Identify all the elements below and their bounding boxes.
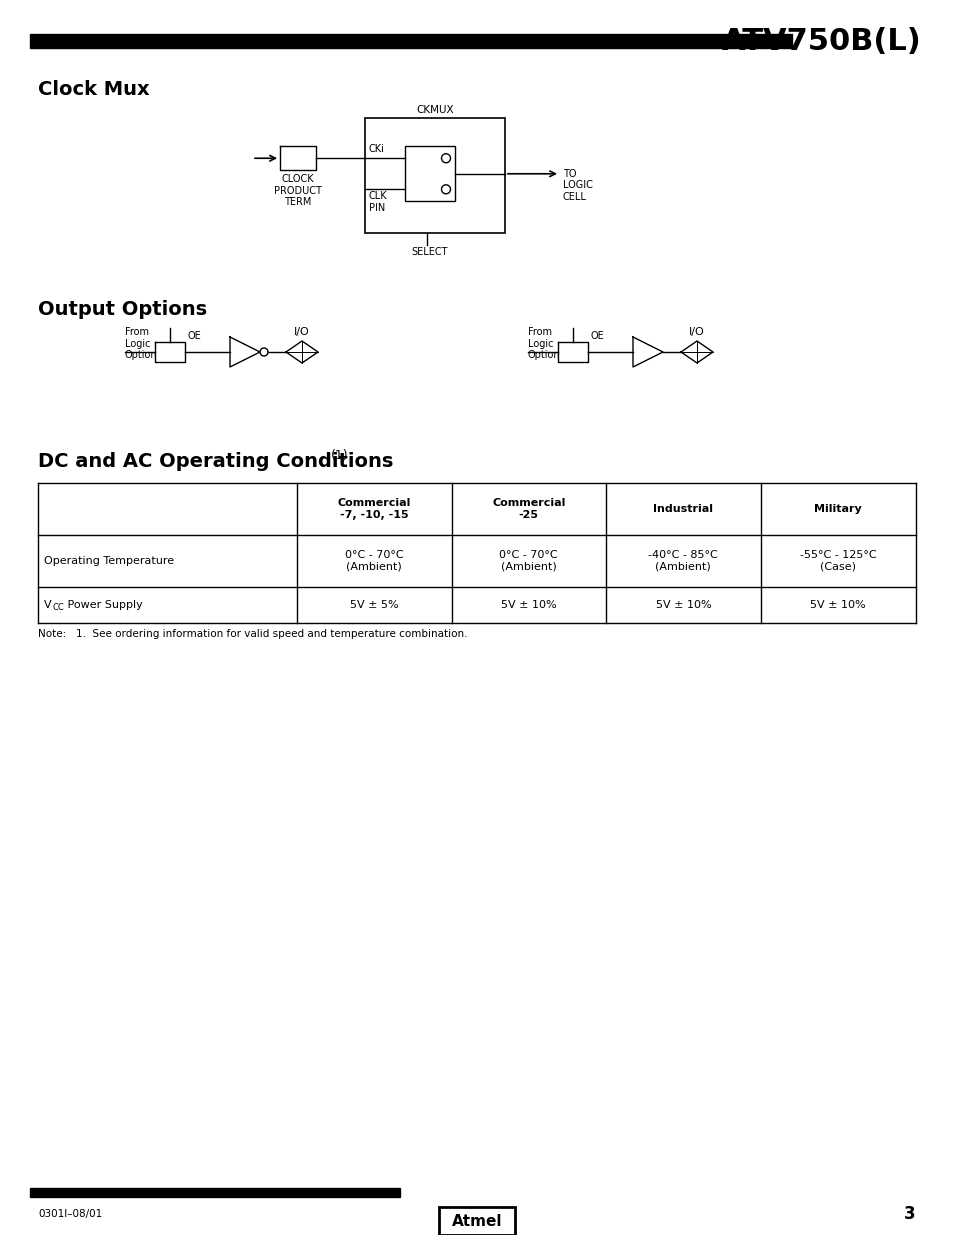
Text: CLOCK
PRODUCT
TERM: CLOCK PRODUCT TERM: [274, 174, 321, 207]
Text: SELECT: SELECT: [411, 247, 447, 257]
Text: 0°C - 70°C
(Ambient): 0°C - 70°C (Ambient): [345, 551, 403, 572]
Text: 3: 3: [903, 1205, 915, 1223]
Text: TO
LOGIC
CELL: TO LOGIC CELL: [562, 169, 592, 203]
Text: 5V ± 5%: 5V ± 5%: [350, 600, 398, 610]
Text: ATV750B(L): ATV750B(L): [721, 26, 921, 56]
Text: Industrial: Industrial: [653, 504, 713, 514]
Text: Clock Mux: Clock Mux: [38, 80, 150, 99]
Bar: [405, 146, 455, 201]
Text: From
Logic
Option: From Logic Option: [125, 327, 157, 361]
Text: V: V: [44, 600, 51, 610]
Text: Commercial
-25: Commercial -25: [492, 498, 565, 520]
Text: 0°C - 70°C
(Ambient): 0°C - 70°C (Ambient): [499, 551, 558, 572]
Text: CC: CC: [53, 604, 65, 613]
Text: Commercial
-7, -10, -15: Commercial -7, -10, -15: [337, 498, 411, 520]
Text: Military: Military: [814, 504, 862, 514]
Text: 5V ± 10%: 5V ± 10%: [810, 600, 865, 610]
Text: -40°C - 85°C
(Ambient): -40°C - 85°C (Ambient): [648, 551, 718, 572]
Text: Power Supply: Power Supply: [64, 600, 143, 610]
Bar: [30, 35, 791, 48]
Text: (1): (1): [331, 450, 348, 462]
Text: From
Logic
Option: From Logic Option: [527, 327, 560, 361]
Text: CKMUX: CKMUX: [416, 105, 454, 115]
Text: I/O: I/O: [688, 327, 704, 337]
Text: Atmel: Atmel: [452, 1214, 501, 1229]
Text: Output Options: Output Options: [38, 300, 207, 319]
Bar: [30, 1188, 399, 1197]
Text: 5V ± 10%: 5V ± 10%: [500, 600, 556, 610]
Text: I/O: I/O: [294, 327, 310, 337]
Text: Note:   1.  See ordering information for valid speed and temperature combination: Note: 1. See ordering information for va…: [38, 629, 467, 638]
Text: CKi: CKi: [369, 144, 384, 154]
Text: CLK
PIN: CLK PIN: [369, 191, 387, 212]
Bar: [365, 119, 504, 233]
Text: 0301I–08/01: 0301I–08/01: [38, 1209, 102, 1219]
Text: OE: OE: [188, 331, 201, 341]
Bar: [438, 1207, 515, 1235]
Text: DC and AC Operating Conditions: DC and AC Operating Conditions: [38, 452, 393, 471]
Text: -55°C - 125°C
(Case): -55°C - 125°C (Case): [800, 551, 876, 572]
Text: OE: OE: [590, 331, 604, 341]
Text: 5V ± 10%: 5V ± 10%: [655, 600, 710, 610]
Text: Operating Temperature: Operating Temperature: [44, 556, 174, 566]
